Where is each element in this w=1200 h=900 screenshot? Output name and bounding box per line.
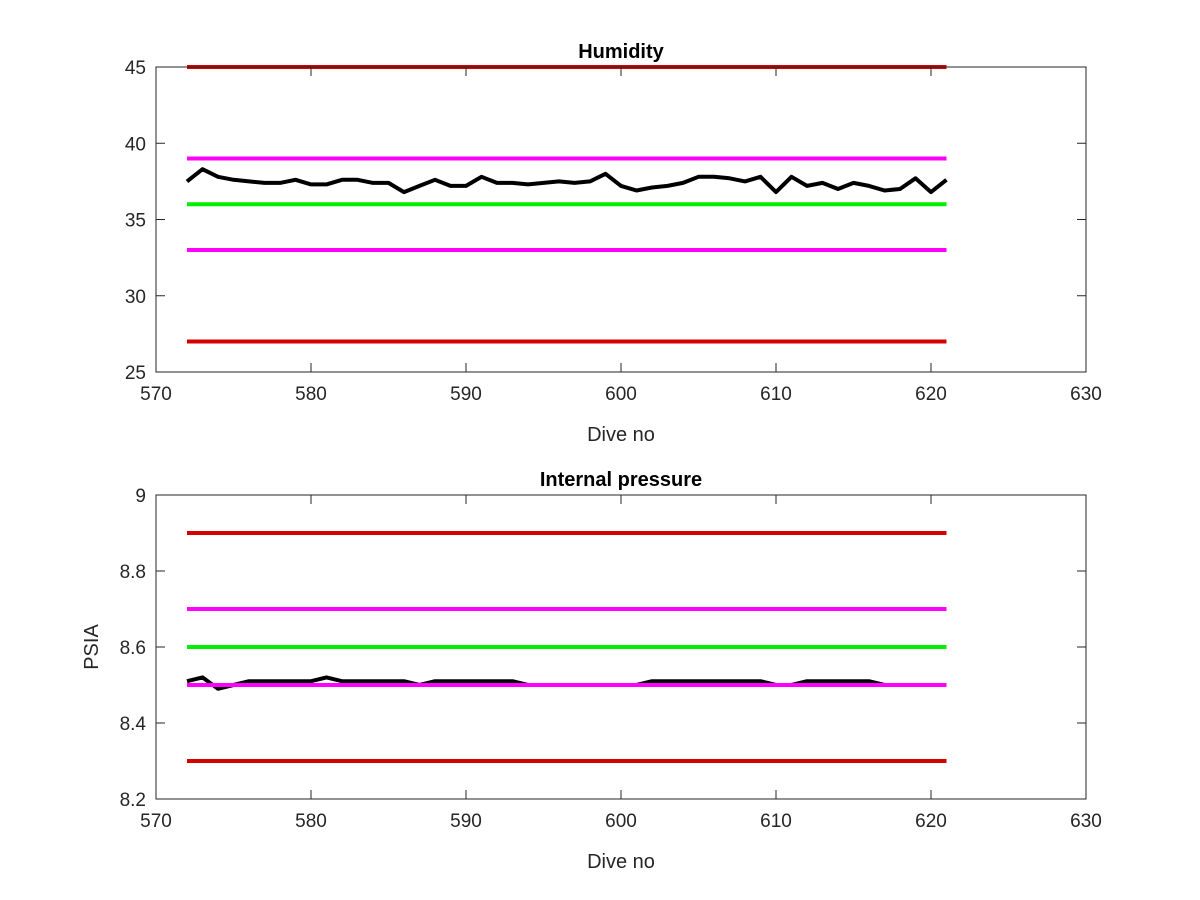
pressure-x-tick-label: 630 xyxy=(1070,811,1102,832)
pressure-subplot: 570 580 590 600 610 620 630 8.2 8.4 8.6 8.8 9 Inter… xyxy=(81,469,1102,873)
pressure-x-tick-label: 570 xyxy=(140,811,172,832)
humidity-x-tick-label: 620 xyxy=(915,384,947,405)
pressure-x-tick-label: 590 xyxy=(450,811,482,832)
humidity-x-tick-label: 570 xyxy=(140,384,172,405)
humidity-y-tick-label: 40 xyxy=(125,134,146,155)
pressure-title: Internal pressure xyxy=(540,469,702,491)
humidity-title: Humidity xyxy=(578,41,664,63)
pressure-y-tick-label: 8.8 xyxy=(120,562,146,583)
humidity-y-tick-label: 35 xyxy=(125,211,146,232)
pressure-ticks: 570 580 590 600 610 620 630 8.2 8.4 8.6 8.8 9 xyxy=(120,486,1102,832)
pressure-x-tick-label: 620 xyxy=(915,811,947,832)
pressure-x-tick-label: 600 xyxy=(605,811,637,832)
pressure-series-layer xyxy=(186,531,947,763)
pressure-x-tick-label: 610 xyxy=(760,811,792,832)
pressure-y-tick-label: 8.6 xyxy=(120,638,146,659)
pressure-x-axis-label: Dive no xyxy=(587,851,655,873)
humidity-x-axis-label: Dive no xyxy=(587,424,655,446)
humidity-ticks: 570 580 590 600 610 620 630 25 30 35 40 45 xyxy=(125,58,1102,405)
humidity-x-tick-label: 610 xyxy=(760,384,792,405)
pressure-y-tick-label: 9 xyxy=(135,486,146,507)
pressure-y-tick-label: 8.2 xyxy=(120,790,146,811)
pressure-y-tick-label: 8.4 xyxy=(120,714,147,735)
humidity-x-tick-label: 630 xyxy=(1070,384,1102,405)
humidity-subplot: 570 580 590 600 610 620 630 25 30 35 40 45 Humidity… xyxy=(125,41,1102,446)
humidity-data-line xyxy=(185,167,948,195)
pressure-y-axis-label: PSIA xyxy=(81,624,103,670)
humidity-y-tick-label: 45 xyxy=(125,58,146,79)
humidity-x-tick-label: 580 xyxy=(295,384,327,405)
humidity-y-tick-label: 25 xyxy=(125,363,146,384)
pressure-x-tick-label: 580 xyxy=(295,811,327,832)
humidity-x-tick-label: 600 xyxy=(605,384,637,405)
humidity-x-tick-label: 590 xyxy=(450,384,482,405)
humidity-y-tick-label: 30 xyxy=(125,287,146,308)
